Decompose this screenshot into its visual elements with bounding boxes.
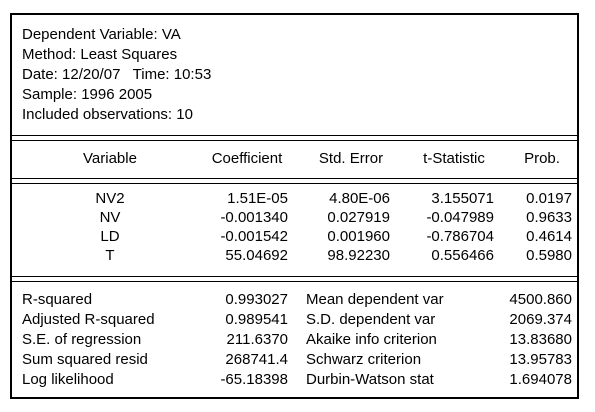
table-row-std-error: 0.027919: [327, 209, 390, 226]
column-header-t-statistic: t-Statistic: [423, 150, 485, 167]
stat-label: Schwarz criterion: [306, 351, 422, 368]
table-row-variable: LD: [100, 228, 120, 245]
stat-label: Log likelihood: [22, 371, 114, 388]
regression-output-panel: Dependent Variable: VA Method: Least Squ…: [10, 13, 579, 399]
table-row-t-stat: -0.047989: [426, 209, 494, 226]
table-row-coefficient: 1.51E-05: [227, 190, 288, 207]
stat-value: 13.83680: [509, 331, 572, 348]
table-row-prob: 0.0197: [526, 190, 572, 207]
table-row-prob: 0.4614: [526, 228, 572, 245]
header-divider: [12, 135, 577, 141]
stat-value: -65.18398: [220, 371, 288, 388]
table-row-t-stat: 3.155071: [431, 190, 494, 207]
stat-label: Durbin-Watson stat: [306, 371, 434, 388]
estimation-header: Dependent Variable: VA Method: Least Squ…: [22, 25, 211, 125]
stat-label: Adjusted R-squared: [22, 311, 155, 328]
table-row-std-error: 0.001960: [327, 228, 390, 245]
method-label: Method: Least Squares: [22, 46, 178, 63]
column-header-std-error: Std. Error: [318, 150, 384, 167]
stat-label: S.E. of regression: [22, 331, 142, 348]
table-row-std-error: 4.80E-06: [329, 190, 390, 207]
stat-value: 0.989541: [225, 311, 288, 328]
sample-label: Sample: 1996 2005: [22, 86, 153, 103]
stat-label: Akaike info criterion: [306, 331, 437, 348]
table-row-t-stat: -0.786704: [426, 228, 494, 245]
table-row-t-stat: 0.556466: [431, 247, 494, 264]
stat-value: 1.694078: [509, 371, 572, 388]
stat-value: 2069.374: [509, 311, 572, 328]
table-row-prob: 0.9633: [526, 209, 572, 226]
column-header-variable: Variable: [83, 150, 137, 167]
column-header-divider: [12, 178, 577, 184]
table-row-variable: T: [105, 247, 115, 264]
table-row-variable: NV2: [95, 190, 125, 207]
stat-value: 13.95783: [509, 351, 572, 368]
stat-value: 211.6370: [226, 331, 288, 348]
observations-label: Included observations: 10: [22, 106, 193, 123]
table-row-prob: 0.5980: [526, 247, 572, 264]
column-header-prob: Prob.: [524, 150, 560, 167]
table-row-coefficient: -0.001542: [220, 228, 288, 245]
stat-label: R-squared: [22, 291, 93, 308]
coef-table-bottom-divider: [12, 276, 577, 282]
stat-label: Sum squared resid: [22, 351, 148, 368]
date-time-label: Date: 12/20/07 Time: 10:53: [22, 66, 212, 83]
column-header-coefficient: Coefficient: [211, 150, 283, 167]
table-row-std-error: 98.92230: [327, 247, 390, 264]
stat-value: 0.993027: [225, 291, 288, 308]
stat-label: Mean dependent var: [306, 291, 444, 308]
table-row-coefficient: 55.04692: [225, 247, 288, 264]
table-row-coefficient: -0.001340: [220, 209, 288, 226]
stat-value: 268741.4: [225, 351, 288, 368]
stat-label: S.D. dependent var: [306, 311, 436, 328]
dependent-variable-label: Dependent Variable: VA: [22, 26, 181, 43]
table-row-variable: NV: [99, 209, 121, 226]
stat-value: 4500.860: [509, 291, 572, 308]
